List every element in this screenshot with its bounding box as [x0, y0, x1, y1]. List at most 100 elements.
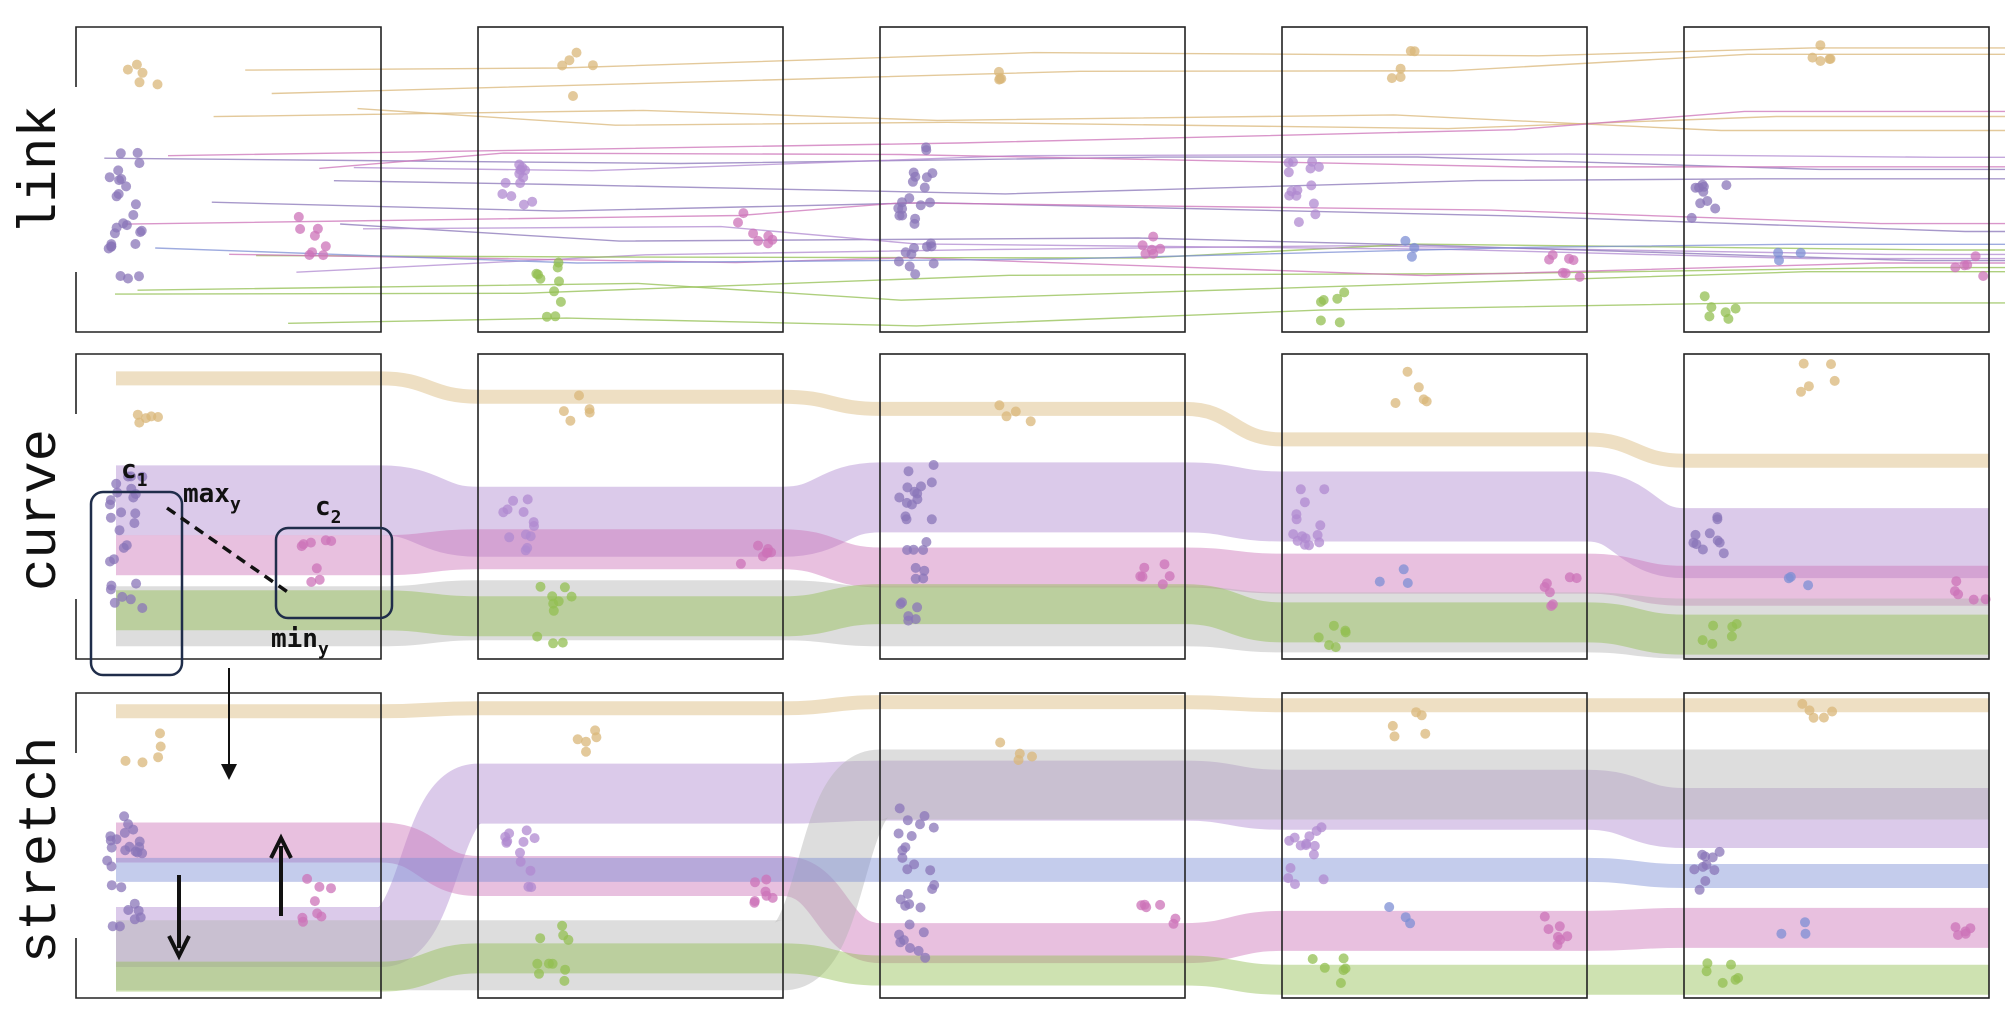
cluster-dot: [919, 811, 930, 821]
link-lines: [104, 47, 2005, 327]
cluster-dot: [1714, 846, 1725, 857]
cluster-dot: [902, 864, 913, 875]
cluster-dot: [1315, 315, 1326, 326]
cluster-dot: [753, 235, 764, 246]
cluster-dot: [1827, 706, 1838, 717]
cluster-dot: [518, 836, 529, 847]
link-line: [125, 202, 2005, 225]
cluster-dot: [560, 964, 571, 975]
cluster-dot: [535, 581, 546, 592]
cluster-dot: [106, 239, 117, 250]
cluster-dot: [915, 819, 925, 830]
cluster-dot: [1406, 251, 1417, 262]
cluster-dot: [314, 574, 325, 585]
cluster-dot: [912, 488, 923, 499]
cluster-dot: [994, 400, 1005, 411]
flow-band: [1184, 584, 1283, 643]
cluster-dot: [119, 811, 130, 822]
cluster-dot: [146, 411, 157, 422]
cluster-dot: [1826, 359, 1836, 370]
cluster-dot: [1316, 822, 1327, 833]
cluster-dot: [1707, 852, 1718, 863]
cluster-dot: [584, 404, 595, 415]
cluster-dot: [1292, 535, 1303, 546]
cluster-dot: [1395, 63, 1406, 74]
cluster-dot: [497, 189, 508, 199]
cluster-dot: [919, 565, 930, 576]
cluster-dot: [105, 512, 116, 523]
cluster-dot: [1339, 287, 1350, 298]
cluster-dot: [750, 877, 760, 888]
cluster-dot: [1400, 235, 1411, 246]
cluster-dot: [132, 409, 143, 420]
cluster-dot: [109, 597, 120, 608]
cluster-dot: [995, 73, 1005, 84]
cluster-dot: [550, 311, 561, 322]
cluster-dot: [1310, 209, 1321, 220]
cluster-dot: [1723, 313, 1734, 324]
cluster-dot: [1808, 712, 1819, 723]
cluster-dot: [761, 874, 772, 885]
link-line: [245, 47, 2005, 71]
cluster-dot: [508, 495, 519, 506]
cluster-dot: [123, 905, 134, 915]
cluster-dot: [1970, 251, 1981, 262]
cluster-dot: [543, 958, 554, 969]
cluster-dot: [918, 545, 929, 555]
cluster-dot: [915, 200, 926, 211]
row-label-link: link: [11, 105, 72, 235]
cluster-dot: [1712, 512, 1723, 523]
down-arrow-icon: [167, 875, 191, 961]
cluster-dot: [587, 60, 598, 71]
cluster-dot: [117, 591, 128, 602]
cluster-dot: [116, 882, 127, 893]
cluster-dot: [1803, 580, 1814, 591]
cluster-dot: [909, 218, 920, 229]
cluster-dot: [1701, 859, 1712, 870]
panel-frame: [1281, 353, 1588, 660]
flow-band: [1584, 471, 1687, 579]
link-line: [256, 243, 2005, 259]
cluster-dot: [748, 228, 759, 239]
cluster-dot: [1800, 917, 1810, 928]
flow-bands: [116, 371, 1989, 995]
cluster-dot: [1690, 529, 1701, 540]
cluster-dot: [1338, 965, 1349, 976]
cluster-dot: [549, 286, 560, 297]
label-maxy: maxy: [183, 479, 241, 515]
cluster-dot: [1332, 293, 1343, 304]
cluster-dot: [738, 208, 749, 219]
cluster-dot: [909, 243, 919, 253]
cluster-dot: [527, 196, 538, 207]
label-miny: miny: [271, 624, 329, 660]
cluster-dot: [1420, 728, 1431, 739]
cluster-dot: [895, 894, 906, 905]
flow-band: [782, 943, 881, 986]
cluster-dot: [130, 199, 141, 210]
cluster-dot: [903, 466, 914, 477]
link-line: [167, 110, 2005, 157]
cluster-dot: [114, 921, 125, 932]
cluster-dot: [1318, 874, 1329, 885]
cluster-dot: [515, 847, 525, 858]
cluster-dot: [506, 191, 517, 202]
cluster-dot: [1702, 958, 1713, 969]
cluster-dot: [522, 494, 533, 505]
cluster-dot: [311, 563, 322, 574]
cluster-dot: [1299, 539, 1310, 550]
cluster-dot: [114, 175, 125, 186]
cluster-dot: [1701, 966, 1712, 977]
cluster-dot: [134, 271, 144, 282]
cluster-dot: [1146, 244, 1157, 255]
flow-band: [780, 856, 883, 964]
cluster-dot: [535, 933, 546, 944]
cluster-dot: [1704, 311, 1715, 322]
cluster-dot: [307, 247, 318, 258]
cluster-dot: [1283, 873, 1294, 884]
cluster-dot: [502, 504, 513, 515]
link-line: [271, 53, 2005, 95]
panel-frame: [1281, 692, 1588, 999]
panel-frame: [879, 353, 1186, 660]
cluster-dot: [1307, 954, 1318, 964]
flow-band: [782, 760, 881, 824]
